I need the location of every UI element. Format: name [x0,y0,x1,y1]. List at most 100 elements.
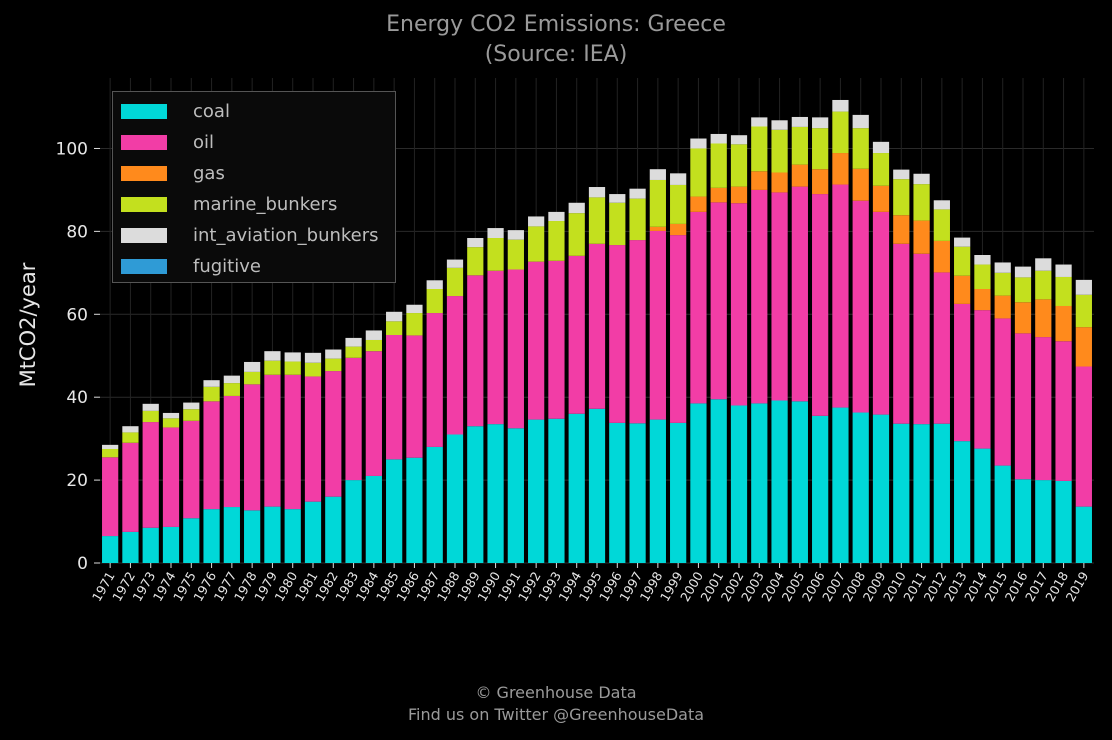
bar-marine_bunkers-1979 [264,360,281,375]
bar-oil-1994 [568,255,585,414]
bar-gas-2013 [954,275,971,304]
bar-coal-1973 [142,527,159,563]
y-tick-label: 40 [66,388,88,408]
bar-int_aviation_bunkers-1982 [325,349,342,359]
bar-oil-2017 [1035,337,1052,481]
bar-gas-2019 [1075,327,1092,367]
y-tick-label: 60 [66,305,88,325]
bar-oil-2015 [994,318,1011,466]
bar-marine_bunkers-1984 [365,339,382,352]
bar-int_aviation_bunkers-2012 [933,200,950,210]
bar-coal-1982 [325,496,342,563]
bar-int_aviation_bunkers-2019 [1075,279,1092,295]
bar-marine_bunkers-1973 [142,410,159,423]
bar-coal-1985 [386,459,403,563]
y-tick-label: 0 [77,554,88,574]
bar-coal-1995 [588,408,606,563]
bar-coal-2019 [1075,506,1092,563]
bar-coal-2010 [893,423,910,563]
bar-int_aviation_bunkers-2003 [751,117,768,127]
bar-marine_bunkers-2015 [994,272,1011,296]
bar-oil-1974 [162,427,180,527]
bar-marine_bunkers-2008 [852,128,869,169]
bar-coal-2009 [872,414,890,563]
bar-oil-2013 [954,303,971,442]
bar-coal-2018 [1055,480,1072,563]
bar-coal-2011 [913,424,930,563]
bar-oil-2008 [852,200,869,413]
bar-oil-1977 [223,395,240,508]
bar-coal-2017 [1035,480,1052,563]
bar-int_aviation_bunkers-1980 [284,352,301,362]
bar-marine_bunkers-2016 [1014,277,1032,303]
bar-int_aviation_bunkers-1994 [568,202,585,214]
bar-int_aviation_bunkers-2018 [1055,264,1072,277]
bar-coal-1993 [548,418,565,563]
bar-oil-1995 [588,243,606,409]
bar-coal-2008 [852,412,869,563]
bar-int_aviation_bunkers-1993 [548,211,565,222]
bar-oil-1983 [345,357,362,481]
bar-marine_bunkers-1986 [406,313,423,336]
bar-int_aviation_bunkers-1987 [426,280,443,289]
bar-coal-1999 [670,422,687,563]
bar-oil-1986 [406,335,423,458]
bar-oil-1984 [365,351,382,476]
bar-gas-2015 [994,295,1011,319]
bar-int_aviation_bunkers-2016 [1014,266,1032,278]
bar-int_aviation_bunkers-2008 [852,114,869,129]
bar-coal-1998 [649,419,666,563]
legend-item-marine_bunkers: marine_bunkers [121,193,337,215]
bar-coal-2014 [974,448,991,563]
bar-oil-1976 [203,401,220,510]
legend-label: int_aviation_bunkers [193,224,379,246]
bar-oil-1990 [487,270,504,425]
bar-gas-2002 [730,186,748,204]
bar-gas-2010 [893,215,910,244]
legend-swatch [121,227,167,243]
bar-gas-2006 [812,169,829,195]
bar-marine_bunkers-2009 [872,153,890,186]
y-axis-label: MtCO2/year [16,262,40,388]
bar-oil-1971 [102,457,119,537]
bar-marine_bunkers-2001 [710,143,727,188]
bar-int_aviation_bunkers-2014 [974,255,991,265]
bar-marine_bunkers-2018 [1055,276,1072,306]
legend-label: coal [193,100,230,122]
bar-coal-1981 [304,501,322,563]
bar-marine_bunkers-2003 [751,126,768,172]
bar-coal-1980 [284,509,301,563]
bar-oil-2005 [791,186,808,402]
bar-marine_bunkers-1987 [426,288,443,314]
bar-int_aviation_bunkers-2006 [812,117,829,129]
bar-oil-1975 [183,420,200,519]
bar-coal-2013 [954,441,971,563]
legend-item-fugitive: fugitive [121,255,261,277]
bar-coal-1983 [345,480,362,563]
bar-oil-2011 [913,253,930,425]
bar-int_aviation_bunkers-1991 [507,230,524,240]
bar-int_aviation_bunkers-2013 [954,237,971,247]
legend-item-int_aviation_bunkers: int_aviation_bunkers [121,224,379,246]
bar-marine_bunkers-1997 [629,198,646,241]
legend-item-oil: oil [121,131,214,153]
bar-marine_bunkers-2014 [974,264,991,289]
bar-gas-2005 [791,164,808,187]
bar-marine_bunkers-1985 [386,321,403,336]
bar-gas-2017 [1035,299,1052,338]
bar-marine_bunkers-2011 [913,184,930,221]
bar-marine_bunkers-1982 [325,358,342,372]
bar-gas-2004 [771,172,788,193]
bar-marine_bunkers-1993 [548,221,565,261]
bar-int_aviation_bunkers-1986 [406,304,423,314]
y-tick-label: 80 [66,222,88,242]
bar-oil-1992 [528,261,545,420]
bar-gas-2003 [751,171,768,190]
bar-coal-2002 [730,405,748,563]
bar-int_aviation_bunkers-1974 [162,412,180,419]
bar-oil-1991 [507,269,524,429]
legend-swatch [121,103,167,119]
bar-marine_bunkers-1972 [122,432,139,443]
bar-marine_bunkers-2007 [832,111,849,154]
